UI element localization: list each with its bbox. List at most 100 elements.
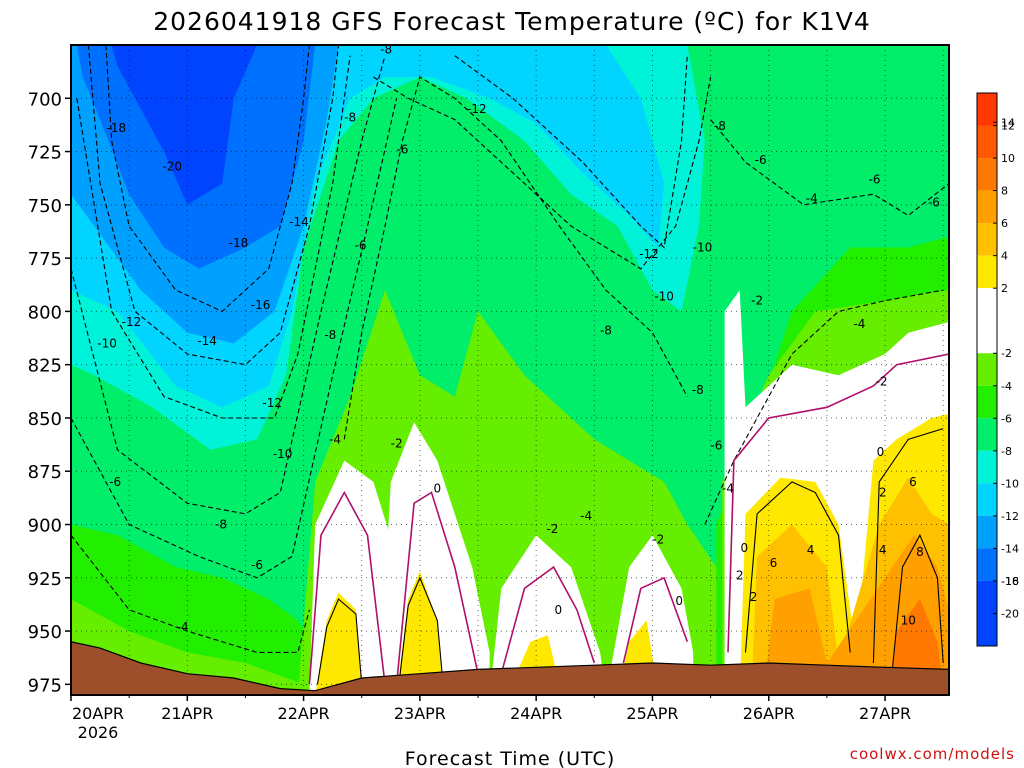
plot-frame [70,44,950,696]
contour-label: -6 [928,196,940,210]
contour-label: -14 [197,334,217,348]
contour-label: -6 [251,558,263,572]
contour-line-zero [500,565,596,674]
y-tick-label: 775 [28,249,62,270]
legend-swatch [977,190,997,224]
legend-tick-label: -18 [1001,575,1019,588]
legend-tick-label: 14 [1001,116,1015,129]
chart-title: 2026041918 GFS Forecast Temperature (ºC)… [153,7,871,36]
contour-line-positive [872,428,944,664]
contour-label: -2 [546,522,558,536]
contour-label: -4 [329,432,341,446]
contour-label: -6 [710,439,722,453]
contour-label: -10 [273,447,293,461]
contour-label: 6 [770,556,778,570]
temperature-band-18 [489,535,606,695]
y-tick-label: 750 [28,196,62,217]
legend-swatch [977,288,997,354]
contour-label: 0 [433,481,441,495]
contour-label: 8 [916,545,924,559]
contour-label: -8 [692,383,704,397]
legend-swatch [977,418,997,451]
terrain-ground [71,641,949,695]
temperature-band-21 [396,571,444,695]
contour-label: -6 [396,142,408,156]
contour-label: -2 [751,294,763,308]
x-tick-label: 24APR [510,704,562,723]
temperature-band-20 [315,592,362,695]
x-axis: 20APR 21APR 22APR 23APR 24APR 25APR 26APR 27APR… [70,695,911,742]
contour-label: -2 [652,532,664,546]
legend-swatch [977,125,997,159]
contour-label: 2 [879,486,887,500]
contour-line-negative [71,534,310,653]
contour-label: -10 [654,289,674,303]
legend-tick-label: -2 [1001,347,1012,360]
contour-label: -8 [344,110,356,124]
temperature-band-5 [111,45,258,205]
x-tick-year: 2026 [78,723,119,742]
contour-label: 0 [554,603,562,617]
y-tick-label: 700 [28,89,62,110]
y-tick-label: 850 [28,409,62,430]
contour-line-negative [71,55,386,515]
contour-label: 6 [909,475,917,489]
y-tick-label: 800 [28,302,62,323]
legend-tick-label: 4 [1001,250,1008,263]
legend-tick-label: -12 [1001,510,1019,523]
contour-line-negative [76,55,351,419]
contour-label: -4 [722,481,734,495]
grid-lines [71,45,949,695]
contour-line-zero [308,490,386,685]
legend-swatch [977,223,997,256]
legend-tick-label: 2 [1001,282,1008,295]
contour-line-negative [105,45,310,313]
x-tick-label: 20APR [72,704,124,723]
legend-tick-label: 12 [1001,120,1015,133]
x-tick-label: 21APR [161,704,213,723]
contour-line-negative [343,76,688,440]
y-tick-label: 875 [28,462,62,483]
contour-label: -8 [600,324,612,338]
contour-line-negative [373,76,712,270]
x-tick-label: 27APR [859,704,911,723]
legend-swatch [977,385,997,419]
contour-lines [71,45,949,685]
contour-label: -4 [853,317,865,331]
legend-swatch [977,255,997,289]
y-axis: 700 725 750 775 800 825 850 875 900 925 950 975 [28,89,71,696]
contour-label: -18 [107,121,127,135]
contour-label: -6 [355,238,367,252]
legend-swatch [977,450,997,484]
legend-tick-label: 6 [1001,217,1008,230]
contour-label: -10 [97,336,117,350]
contour-line-positive [398,576,444,685]
x-tick-label: 23APR [394,704,446,723]
contour-label: -20 [162,159,182,173]
legend-swatch [977,93,997,126]
contour-label: 4 [807,543,815,557]
contour-label: -2 [391,437,403,451]
contour-label: -18 [229,236,249,250]
legend-tick-label: -8 [1001,445,1012,458]
legend-tick-label: -4 [1001,380,1012,393]
contour-label: 4 [879,543,887,557]
y-tick-label: 825 [28,356,62,377]
legend-tick-label: -20 [1001,607,1019,620]
contour-line-zero [395,491,479,685]
contour-label: -8 [714,119,726,133]
contour-label: -6 [869,172,881,186]
contour-line-negative [710,119,949,217]
legend-swatch [977,515,997,549]
contour-label: -6 [755,153,767,167]
y-tick-label: 925 [28,569,62,590]
plot-area: -8-12-18-20-8-6-14-18 -6-16-12-10 -14 -8-12… [71,45,949,695]
contour-label: -12 [639,247,659,261]
contour-label: -4 [806,191,818,205]
contour-label: 2 [736,569,744,583]
contour-label: 2 [750,590,758,604]
contour-label: 0 [675,594,683,608]
legend-swatch [977,353,997,386]
legend-tick-label: -16 [1001,575,1019,588]
